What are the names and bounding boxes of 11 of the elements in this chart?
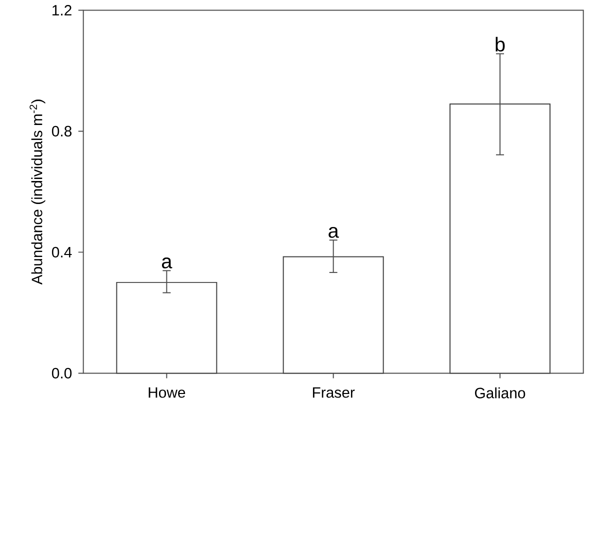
annotation: a [328, 227, 339, 238]
y-tick-label: 0.4 [52, 247, 72, 258]
y-axis-title: Abundance (individuals m$^{-2}$) [30, 100, 46, 285]
x-tick-label: Galiano [475, 388, 526, 399]
y-tick-label: 0.0 [52, 368, 72, 379]
y-tick-label: 0.8 [52, 126, 72, 137]
x-tick-label: Howe [148, 388, 186, 398]
y-tick-label: 1.2 [52, 5, 72, 16]
annotation: b [496, 37, 505, 52]
x-tick-label: Fraser [312, 388, 355, 398]
annotation: a [162, 258, 172, 269]
